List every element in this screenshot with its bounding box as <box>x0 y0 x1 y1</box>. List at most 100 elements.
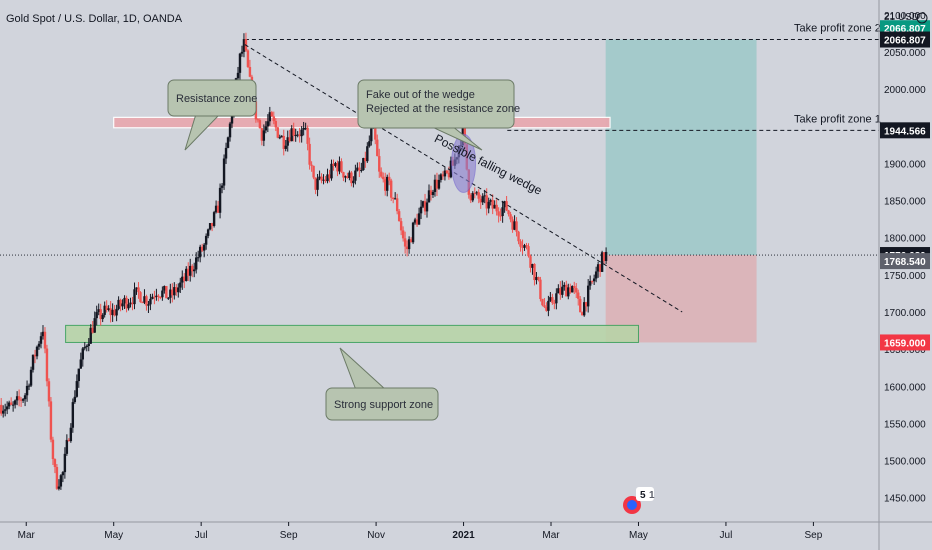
candle-body <box>360 170 363 172</box>
candle-body <box>425 202 429 212</box>
candle-body <box>511 219 514 230</box>
candle-body <box>577 292 580 299</box>
price-tag-value: 2066.807 <box>884 36 926 47</box>
candle-body <box>539 279 542 300</box>
candle-body <box>316 178 319 190</box>
candle-body <box>389 180 393 198</box>
candle-body <box>590 280 594 282</box>
candle-body <box>401 230 405 239</box>
candle-body <box>535 277 538 281</box>
candle-body <box>300 129 303 137</box>
x-tick-label: Sep <box>805 530 823 541</box>
take-profit-1-label: Take profit zone 1 <box>794 113 881 125</box>
price-tag-box <box>880 31 930 48</box>
candle-body <box>125 297 128 309</box>
candle-body <box>352 180 355 184</box>
candle-body <box>99 309 102 320</box>
candle-body <box>567 287 570 297</box>
candle-body <box>63 453 67 473</box>
candle-body <box>276 127 279 138</box>
candle-body <box>378 156 381 172</box>
candle-body <box>308 143 311 165</box>
candle-body <box>73 396 77 403</box>
flag-inner-icon <box>627 500 637 510</box>
candle-body <box>123 297 126 304</box>
candle-body <box>600 252 604 272</box>
candle-body <box>181 276 184 283</box>
y-tick-label: 1900.000 <box>884 159 926 170</box>
price-axis[interactable]: 1450.000 1500.000 1550.000 1600.000 1650.000… <box>884 11 926 505</box>
event-badge[interactable]: 5 1 <box>623 487 655 514</box>
candle-body <box>513 221 516 230</box>
time-axis[interactable]: Mar May Jul Sep Nov 2021 Mar May Jul Sep <box>18 522 823 541</box>
candle-body <box>200 246 204 251</box>
x-tick-label: May <box>104 530 123 541</box>
candle-body <box>77 368 81 382</box>
candle-body <box>67 439 71 442</box>
candle-body <box>107 308 110 311</box>
candle-body <box>417 213 421 225</box>
candle-body <box>491 200 494 209</box>
candle-body <box>370 128 373 142</box>
callout-support-text: Strong support zone <box>334 399 433 411</box>
candle-body <box>27 385 31 387</box>
candle-body <box>433 179 437 192</box>
candle-body <box>541 299 544 306</box>
candle-body <box>501 207 504 216</box>
callout-resistance: Resistance zone <box>167 79 257 151</box>
candle-body <box>553 302 556 304</box>
x-tick-label: Mar <box>542 530 560 541</box>
candle-body <box>161 290 164 298</box>
candle-body <box>222 158 226 186</box>
candle-body <box>175 287 178 293</box>
event-extra-count: 1 <box>649 490 655 501</box>
candle-body <box>318 176 321 179</box>
candle-body <box>302 128 305 130</box>
candle-body <box>260 128 264 141</box>
candle-body <box>439 174 443 180</box>
candle-body <box>266 121 270 127</box>
callout-fakeout: Fake out of the wedge Rejected at the re… <box>357 79 520 151</box>
candle-body <box>471 192 474 201</box>
candle-body <box>179 282 182 288</box>
candle-body <box>519 241 522 247</box>
candle-body <box>569 287 572 293</box>
candle-body <box>95 312 98 319</box>
candle-body <box>113 309 116 316</box>
candle-body <box>596 264 600 272</box>
candle-body <box>364 158 367 162</box>
candle-body <box>481 196 484 203</box>
callout-fakeout-text-line2: Rejected at the resistance zone <box>366 103 520 115</box>
candle-body <box>153 296 156 298</box>
x-tick-label: Mar <box>18 530 36 541</box>
candle-body <box>17 396 21 400</box>
candle-body <box>435 179 439 189</box>
candle-body <box>469 194 472 201</box>
x-tick-label: Nov <box>367 530 385 541</box>
price-axis-menu[interactable] <box>916 12 928 24</box>
candle-body <box>342 172 345 178</box>
candle-body <box>473 192 476 194</box>
candle-body <box>155 295 158 297</box>
candle-body <box>330 163 333 179</box>
candle-body <box>23 395 27 400</box>
candle-body <box>334 163 337 166</box>
candle-body <box>224 147 228 159</box>
candle-body <box>204 235 208 245</box>
candle-body <box>521 246 524 248</box>
candle-body <box>105 305 108 311</box>
candle-body <box>47 381 51 402</box>
candle-body <box>529 256 532 268</box>
candle-body <box>348 172 351 179</box>
price-axis-menu-icon[interactable] <box>916 12 928 24</box>
candle-body <box>479 198 482 203</box>
candle-body <box>109 308 112 316</box>
candle-body <box>602 252 606 261</box>
candle-body <box>493 204 496 209</box>
candle-body <box>477 192 480 199</box>
candle-body <box>57 486 61 489</box>
y-tick-label: 1500.000 <box>884 457 926 468</box>
candle-body <box>246 50 250 67</box>
take-profit-2-label: Take profit zone 2 <box>794 23 881 35</box>
